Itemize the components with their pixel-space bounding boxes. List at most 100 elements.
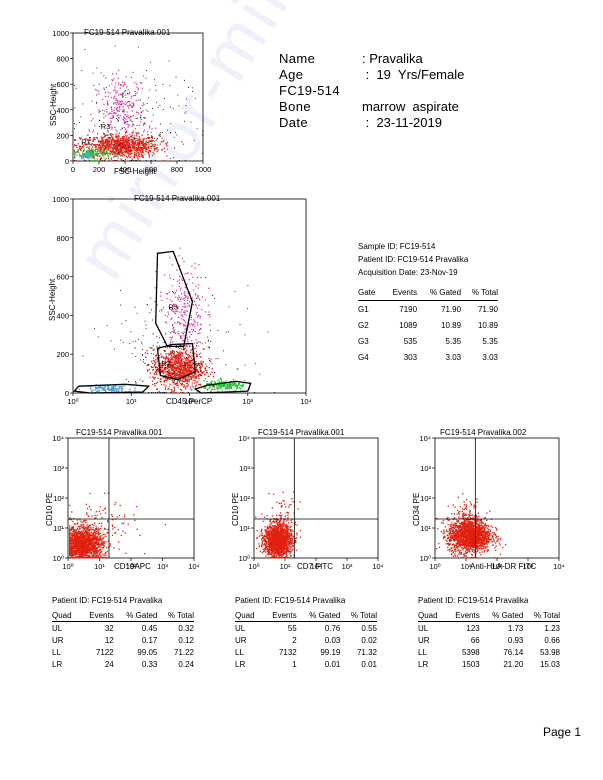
data-point [126, 150, 128, 152]
data-point [202, 362, 204, 364]
data-point [70, 545, 73, 547]
data-point [180, 361, 182, 363]
data-point [131, 139, 133, 141]
data-point [178, 363, 180, 365]
data-point [112, 148, 115, 150]
data-point [185, 353, 187, 355]
data-point [170, 388, 172, 391]
data-point [196, 353, 198, 355]
data-point [75, 160, 77, 162]
data-point [169, 361, 172, 364]
col-header: Gate [358, 285, 383, 301]
data-point [82, 526, 84, 528]
data-point [194, 331, 196, 333]
data-point [95, 550, 97, 553]
data-point [69, 529, 71, 531]
data-point [217, 387, 219, 389]
data-point [184, 306, 186, 309]
data-point [196, 354, 198, 356]
data-point [125, 90, 127, 92]
data-point [154, 144, 157, 146]
data-point [113, 146, 115, 148]
data-point [150, 146, 152, 148]
data-point [184, 366, 187, 368]
data-point [186, 283, 188, 285]
data-point [83, 155, 86, 158]
data-point [125, 103, 128, 105]
data-point [79, 536, 81, 538]
data-point [174, 380, 175, 382]
data-point [226, 383, 228, 386]
data-point [244, 364, 246, 366]
data-point [162, 84, 164, 85]
data-point [191, 360, 193, 362]
data-point [80, 155, 82, 157]
data-point [78, 538, 81, 540]
data-point [107, 528, 109, 531]
data-point [188, 366, 190, 368]
data-point [200, 276, 202, 279]
data-point [110, 106, 113, 108]
cd19-cd10-plot: FC19-514 Pravalika.001 CD10 PE CD19APC 1… [0, 420, 210, 580]
data-point [201, 308, 203, 311]
data-point [161, 360, 164, 362]
data-point [115, 135, 117, 137]
data-point [189, 362, 191, 364]
data-point [137, 144, 140, 146]
data-point [171, 389, 173, 391]
data-point [106, 100, 109, 102]
data-point [153, 360, 156, 362]
data-point [118, 148, 120, 150]
data-point [142, 156, 145, 158]
data-point [112, 139, 114, 141]
table-row: G2 1089 10.89 10.89 [358, 317, 498, 333]
data-point [76, 527, 79, 530]
data-point [113, 112, 115, 115]
data-point [77, 552, 79, 554]
data-point [101, 152, 103, 154]
data-point [179, 296, 181, 299]
data-point [130, 119, 132, 121]
data-point [95, 101, 97, 103]
data-point [78, 548, 80, 551]
data-point [114, 160, 116, 161]
data-point [201, 364, 203, 365]
data-point [83, 554, 85, 556]
data-point [79, 527, 81, 530]
data-point [237, 368, 239, 370]
data-point [112, 144, 115, 147]
data-point [115, 152, 117, 154]
data-point [126, 123, 128, 125]
data-point [101, 151, 103, 153]
data-point [91, 154, 93, 156]
data-point [91, 546, 93, 548]
data-point [101, 537, 104, 539]
data-point [136, 140, 138, 142]
data-point [83, 546, 85, 548]
data-point [69, 541, 72, 544]
data-point [85, 155, 87, 158]
data-point [161, 149, 163, 151]
data-point [110, 140, 112, 143]
data-point [94, 389, 96, 391]
data-point [157, 106, 159, 108]
data-point [175, 382, 177, 385]
data-point [71, 549, 73, 551]
data-point [161, 299, 163, 301]
data-point [79, 545, 81, 547]
data-point [122, 109, 125, 111]
data-point [175, 355, 177, 357]
data-point [106, 557, 108, 559]
data-point [122, 141, 124, 143]
data-point [137, 142, 139, 144]
data-point [180, 344, 182, 346]
data-point [178, 105, 180, 107]
data-point [102, 543, 104, 545]
data-point [97, 387, 100, 389]
data-point [89, 139, 91, 141]
data-point [107, 156, 109, 158]
data-point [186, 357, 188, 359]
data-point [95, 555, 98, 557]
data-point [185, 105, 187, 107]
data-point [95, 148, 97, 150]
